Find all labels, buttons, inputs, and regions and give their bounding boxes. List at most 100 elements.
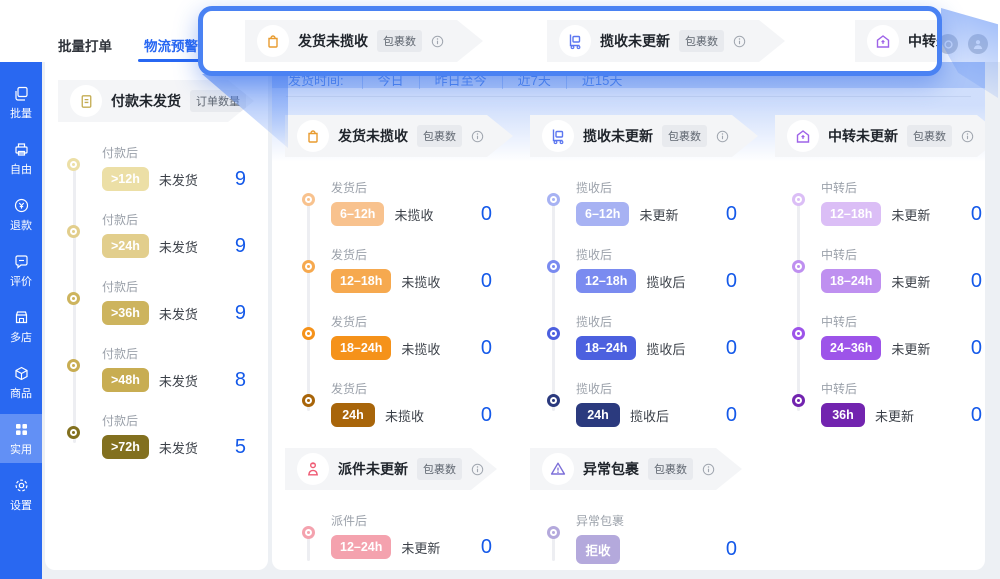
info-icon[interactable] xyxy=(471,130,484,143)
time-range-badge: 12–18h xyxy=(576,269,637,293)
printer-icon xyxy=(14,143,28,156)
row-suffix: 未揽收 xyxy=(385,408,425,424)
column-transit-not-updated: 中转未更新 包裹数 中转后 12–18h 未更新 0 xyxy=(775,115,985,439)
paid-not-shipped-header: 付款未发货 订单数量 xyxy=(58,80,254,122)
count-link[interactable]: 0 xyxy=(480,403,492,426)
document-icon xyxy=(70,85,102,117)
count-link[interactable]: 0 xyxy=(480,202,492,225)
paid-not-shipped-timeline: 付款后 >12h 未发货 9 付款后 >24h 未发货 9 xyxy=(45,136,268,471)
count-link[interactable]: 9 xyxy=(234,301,246,324)
timeline-dot xyxy=(791,394,805,407)
avatar[interactable] xyxy=(968,34,988,54)
home-icon xyxy=(787,120,819,152)
refund-icon xyxy=(14,198,28,213)
timeline-rail xyxy=(73,168,76,443)
sidebar-item-batch[interactable]: 批量 xyxy=(0,78,42,127)
column-header: 揽收未更新 包裹数 xyxy=(530,115,758,157)
sidebar-item-label: 实用 xyxy=(10,444,32,456)
metric-badge: 包裹数 xyxy=(679,30,724,52)
comment-icon xyxy=(14,255,28,269)
row-suffix: 未揽收 xyxy=(401,341,441,357)
sidebar-item-product[interactable]: 商品 xyxy=(0,358,42,407)
timeline-dot xyxy=(67,225,80,238)
timeline-rail xyxy=(552,203,555,411)
timeline-row: 中转后 12–18h 未更新 0 xyxy=(775,171,985,238)
count-link[interactable]: 8 xyxy=(234,368,246,391)
row-pre-label: 付款后 xyxy=(102,213,139,227)
count-link[interactable]: 0 xyxy=(970,202,982,225)
timeline-dot xyxy=(546,526,560,539)
info-icon[interactable] xyxy=(716,130,729,143)
count-link[interactable]: 0 xyxy=(725,403,737,426)
count-link[interactable]: 9 xyxy=(234,167,246,190)
info-icon[interactable] xyxy=(961,130,974,143)
sidebar-item-refund[interactable]: 退款 xyxy=(0,190,42,239)
metric-badge: 包裹数 xyxy=(662,125,707,147)
count-link[interactable]: 0 xyxy=(970,403,982,426)
count-link[interactable]: 5 xyxy=(234,435,246,458)
timeline-row: 派件后 12–24h 未更新 0 xyxy=(285,504,522,570)
logistics-warning-panel: 发货时间: 今日 昨日至今 近7天 近15天 发货未揽收 包裹数 xyxy=(272,62,985,570)
info-icon[interactable] xyxy=(255,95,268,108)
metric-badge: 包裹数 xyxy=(377,30,422,52)
count-link[interactable]: 0 xyxy=(480,535,492,558)
sidebar-item-free[interactable]: 自由 xyxy=(0,134,42,183)
column-header: 中转未更新 包裹数 xyxy=(775,115,985,157)
section-delivery-not-updated: 派件未更新 包裹数 派件后 12–24h 未更新 0 xyxy=(285,448,522,570)
row-pre-label: 付款后 xyxy=(102,146,139,160)
row-pre-label: 异常包裹 xyxy=(576,514,625,528)
row-pre-label: 揽收后 xyxy=(576,181,613,195)
row-pre-label: 揽收后 xyxy=(576,315,613,329)
info-icon[interactable] xyxy=(471,463,484,476)
sidebar-item-multistore[interactable]: 多店 xyxy=(0,302,42,351)
info-icon[interactable] xyxy=(702,463,715,476)
count-link[interactable]: 0 xyxy=(970,336,982,359)
timeline-row: 发货后 24h 未揽收 0 xyxy=(285,372,522,439)
section-title: 中转未更新 xyxy=(828,128,898,144)
timeline-dot xyxy=(67,359,80,372)
row-suffix: 未发货 xyxy=(158,440,198,456)
home-icon xyxy=(867,25,899,57)
row-suffix: 未发货 xyxy=(158,306,198,322)
count-link[interactable]: 9 xyxy=(234,234,246,257)
timeline-rail xyxy=(307,534,310,561)
row-suffix: 未更新 xyxy=(891,207,931,223)
timeline-row: 中转后 18–24h 未更新 0 xyxy=(775,238,985,305)
section-title: 揽收未更新 xyxy=(600,33,670,49)
count-link[interactable]: 0 xyxy=(725,202,737,225)
row-suffix: 未更新 xyxy=(891,274,931,290)
sidebar-item-review[interactable]: 评价 xyxy=(0,246,42,295)
info-icon[interactable] xyxy=(733,35,746,48)
count-link[interactable]: 0 xyxy=(725,336,737,359)
count-link[interactable]: 0 xyxy=(725,269,737,292)
timeline-row: 中转后 36h 未更新 0 xyxy=(775,372,985,439)
cart-icon xyxy=(542,120,574,152)
row-suffix: 未更新 xyxy=(875,408,915,424)
section-title: 发货未揽收 xyxy=(298,33,368,49)
row-suffix: 未更新 xyxy=(639,207,679,223)
section-title: 派件未更新 xyxy=(338,461,408,477)
sidebar-item-utility[interactable]: 实用 xyxy=(0,414,42,463)
info-icon[interactable] xyxy=(431,35,444,48)
tab-logistics-warning[interactable]: 物流预警 xyxy=(128,28,214,62)
count-link[interactable]: 0 xyxy=(725,538,737,560)
sidebar-item-settings[interactable]: 设置 xyxy=(0,470,42,519)
row-suffix: 揽收后 xyxy=(646,274,686,290)
gear-icon xyxy=(14,479,28,492)
count-link[interactable]: 0 xyxy=(480,336,492,359)
timeline-dot xyxy=(546,394,560,407)
bag-icon xyxy=(257,25,289,57)
timeline-dot xyxy=(301,327,315,340)
metric-badge: 包裹数 xyxy=(907,125,952,147)
cart-icon xyxy=(559,25,591,57)
tab-batch-print[interactable]: 批量打单 xyxy=(58,39,112,54)
column-header: 发货未揽收 包裹数 xyxy=(285,115,513,157)
count-link[interactable]: 0 xyxy=(480,269,492,292)
row-pre-label: 中转后 xyxy=(821,315,858,329)
timeline-row: 揽收后 18–24h 揽收后 0 xyxy=(530,305,767,372)
status-badge: 拒收 xyxy=(576,535,620,564)
section-header: 派件未更新 包裹数 xyxy=(285,448,497,490)
row-pre-label: 发货后 xyxy=(331,382,368,396)
row-pre-label: 付款后 xyxy=(102,414,139,428)
count-link[interactable]: 0 xyxy=(970,269,982,292)
